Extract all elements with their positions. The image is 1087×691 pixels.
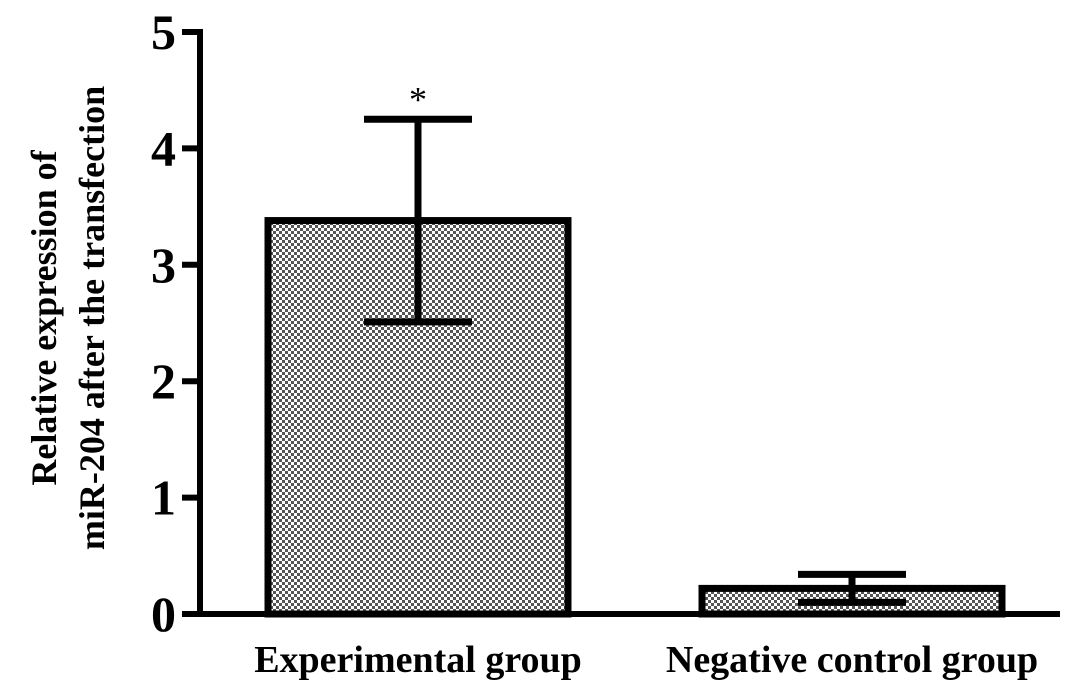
annotations: * bbox=[409, 79, 427, 119]
y-axis-title-line-2: miR-204 after the transfection bbox=[72, 86, 112, 550]
y-tick-label: 3 bbox=[151, 237, 176, 293]
y-axis-ticks: 0 1 2 3 4 5 bbox=[151, 4, 200, 642]
x-axis-categories: Experimental group Negative control group bbox=[254, 639, 1038, 681]
error-bars bbox=[364, 115, 906, 606]
y-tick-label: 5 bbox=[151, 4, 176, 60]
y-tick-label: 4 bbox=[151, 120, 176, 176]
error-bar-2 bbox=[798, 570, 906, 606]
y-axis-title: Relative expression of miR-204 after the… bbox=[24, 86, 112, 550]
x-category-label: Experimental group bbox=[254, 639, 582, 681]
significance-asterisk: * bbox=[409, 79, 427, 119]
error-bar-1 bbox=[364, 115, 472, 326]
y-tick-label: 0 bbox=[151, 586, 176, 642]
y-axis-title-line-1: Relative expression of bbox=[24, 149, 64, 485]
y-tick-label: 1 bbox=[151, 470, 176, 526]
bars bbox=[264, 217, 1006, 618]
x-category-label: Negative control group bbox=[666, 639, 1038, 681]
y-tick-label: 2 bbox=[151, 353, 176, 409]
